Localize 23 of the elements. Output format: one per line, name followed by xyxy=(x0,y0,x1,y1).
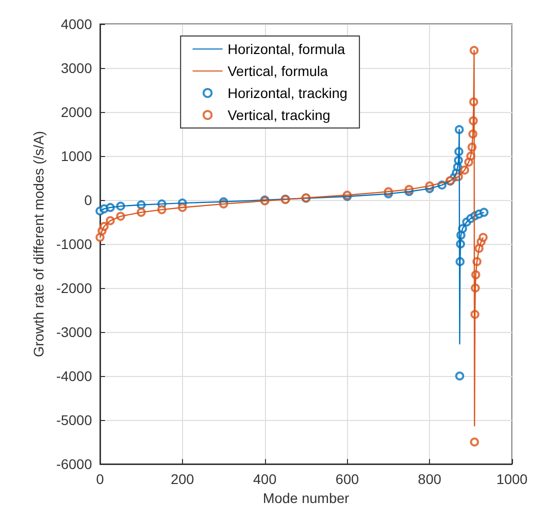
y-tick-label: 3000 xyxy=(60,60,92,76)
y-tick-label: 2000 xyxy=(60,104,92,120)
legend-label: Horizontal, formula xyxy=(228,41,346,57)
x-tick-label: 200 xyxy=(170,471,194,487)
y-tick-label: -4000 xyxy=(56,368,92,384)
y-tick-label: -5000 xyxy=(56,412,92,428)
y-tick-label: -1000 xyxy=(56,236,92,252)
legend-label: Vertical, tracking xyxy=(228,107,330,123)
y-tick-label: -6000 xyxy=(56,456,92,472)
legend-label: Horizontal, tracking xyxy=(228,85,348,101)
x-tick-label: 600 xyxy=(336,471,360,487)
legend-label: Vertical, formula xyxy=(228,63,328,79)
y-tick-label: -2000 xyxy=(56,280,92,296)
x-tick-label: 1000 xyxy=(496,471,528,487)
x-tick-label: 400 xyxy=(253,471,277,487)
x-axis-title: Mode number xyxy=(262,490,350,506)
y-tick-label: -3000 xyxy=(56,324,92,340)
y-tick-label: 0 xyxy=(84,192,92,208)
x-tick-label: 0 xyxy=(96,471,104,487)
y-tick-label: 1000 xyxy=(60,148,92,164)
y-tick-label: 4000 xyxy=(60,16,92,32)
y-axis-title: Growth rate of different modes (/s/A) xyxy=(30,130,46,358)
x-tick-label: 800 xyxy=(418,471,442,487)
